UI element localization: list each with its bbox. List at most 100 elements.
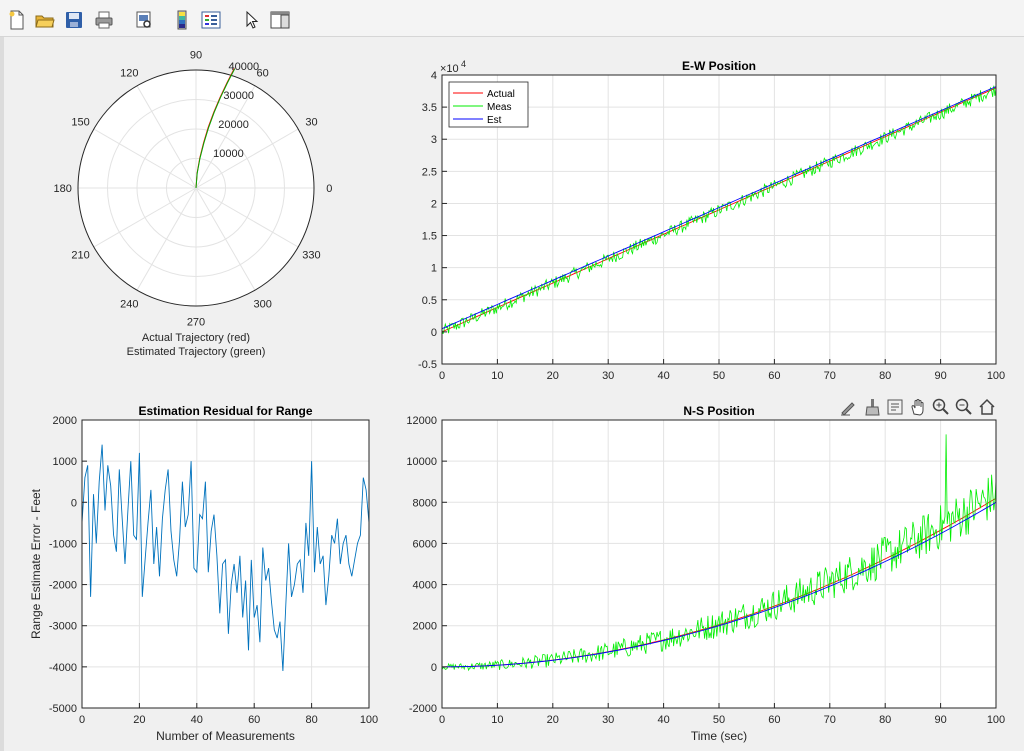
y-tick-label: 0 bbox=[431, 662, 437, 674]
x-tick-label: 40 bbox=[657, 370, 669, 382]
y-tick-label: 8000 bbox=[413, 497, 437, 509]
x-tick-label: 80 bbox=[305, 714, 317, 726]
x-tick-label: 90 bbox=[934, 370, 946, 382]
y-tick-label: 4 bbox=[431, 70, 437, 82]
x-tick-label: 40 bbox=[657, 714, 669, 726]
y-tick-label: -2000 bbox=[49, 580, 77, 592]
x-tick-label: 90 bbox=[934, 714, 946, 726]
zoom-in-icon[interactable] bbox=[930, 396, 951, 417]
y-tick-label: 0 bbox=[71, 497, 77, 509]
pointer-icon[interactable] bbox=[241, 9, 263, 31]
y-tick-label: 0.5 bbox=[422, 295, 437, 307]
legend-icon[interactable] bbox=[200, 9, 222, 31]
y-tick-label: 2 bbox=[431, 198, 437, 210]
y-tick-label: 1.5 bbox=[422, 231, 437, 243]
y-tick-label: -2000 bbox=[409, 703, 437, 715]
legend-label: Actual bbox=[487, 89, 515, 100]
polar-caption-line: Estimated Trajectory (green) bbox=[127, 346, 266, 358]
range-residual-axes[interactable]: 0 20 40 60 80 100 -5000 -4000 -3000 -2000 -1000 0 10… bbox=[29, 404, 378, 743]
save-icon[interactable] bbox=[63, 9, 85, 31]
x-tick-label: 50 bbox=[713, 370, 725, 382]
new-figure-icon[interactable] bbox=[6, 9, 28, 31]
y-tick-label: -0.5 bbox=[418, 359, 437, 371]
y-tick-label: -1000 bbox=[49, 538, 77, 550]
y-tick-label: 6000 bbox=[413, 538, 437, 550]
x-tick-label: 70 bbox=[824, 370, 836, 382]
x-tick-label: 60 bbox=[248, 714, 260, 726]
polar-radius-label: 20000 bbox=[218, 119, 249, 131]
polar-radius-label: 40000 bbox=[228, 61, 259, 73]
polar-plot[interactable]: 0 30 60 90 120 150 180 210 240 270 300 330 10000 2000… bbox=[53, 50, 332, 358]
edit-plot-icon[interactable] bbox=[838, 396, 859, 417]
axes-title: Estimation Residual for Range bbox=[138, 404, 312, 418]
polar-angle-label: 180 bbox=[53, 183, 71, 195]
brush-icon[interactable] bbox=[861, 396, 882, 417]
polar-angle-label: 300 bbox=[253, 298, 271, 310]
y-tick-label: -3000 bbox=[49, 621, 77, 633]
polar-spoke bbox=[136, 85, 197, 189]
x-tick-label: 30 bbox=[602, 370, 614, 382]
polar-spoke bbox=[136, 187, 197, 291]
x-tick-label: 20 bbox=[547, 714, 559, 726]
x-tick-label: 0 bbox=[79, 714, 85, 726]
property-inspector-icon[interactable] bbox=[269, 9, 291, 31]
data-tips-icon[interactable] bbox=[884, 396, 905, 417]
polar-angle-label: 210 bbox=[71, 250, 89, 262]
polar-angle-label: 120 bbox=[120, 68, 138, 80]
series-line-meas bbox=[441, 434, 997, 672]
ns-position-axes[interactable]: 0 10 20 30 40 50 60 70 80 90 100-20000200040006000… bbox=[406, 404, 1005, 743]
y-tick-label: -4000 bbox=[49, 662, 77, 674]
y-tick-label: -5000 bbox=[49, 703, 77, 715]
y-tick-label: 3 bbox=[431, 134, 437, 146]
pan-icon[interactable] bbox=[907, 396, 928, 417]
polar-spoke bbox=[93, 128, 197, 189]
x-tick-label: 20 bbox=[547, 370, 559, 382]
x-tick-label: 70 bbox=[824, 714, 836, 726]
x-tick-label: 100 bbox=[360, 714, 378, 726]
x-axis-label: Number of Measurements bbox=[156, 729, 295, 743]
print-preview-icon[interactable] bbox=[133, 9, 155, 31]
x-tick-label: 60 bbox=[768, 370, 780, 382]
polar-angle-label: 30 bbox=[305, 116, 317, 128]
polar-angle-label: 330 bbox=[302, 250, 320, 262]
y-tick-label: 2000 bbox=[413, 621, 437, 633]
polar-angle-label: 150 bbox=[71, 116, 89, 128]
x-tick-label: 50 bbox=[713, 714, 725, 726]
figure-toolbar bbox=[0, 0, 1024, 37]
x-tick-label: 10 bbox=[491, 370, 503, 382]
x-tick-label: 20 bbox=[133, 714, 145, 726]
polar-angle-label: 90 bbox=[190, 50, 202, 62]
y-tick-label: 1000 bbox=[53, 456, 77, 468]
x-tick-label: 60 bbox=[768, 714, 780, 726]
y-exponent-value: 4 bbox=[461, 59, 466, 69]
y-tick-label: 10000 bbox=[406, 456, 437, 468]
polar-angle-label: 270 bbox=[187, 316, 205, 328]
print-icon[interactable] bbox=[93, 9, 115, 31]
polar-angle-label: 0 bbox=[326, 183, 332, 195]
series-line-est bbox=[441, 501, 997, 668]
figure-canvas: 0306090120150180210240270300330100002000… bbox=[29, 50, 1005, 743]
polar-outer-ring bbox=[77, 69, 315, 307]
y-tick-label: 0 bbox=[431, 327, 437, 339]
polar-spoke bbox=[93, 187, 197, 248]
ew-position-axes[interactable]: 0 10 20 30 40 50 60 70 80 90 100-0.500.511.522.533… bbox=[418, 59, 1005, 382]
open-file-icon[interactable] bbox=[34, 9, 56, 31]
home-icon[interactable] bbox=[976, 396, 997, 417]
series-line-residual bbox=[81, 444, 370, 672]
y-tick-label: 1 bbox=[431, 263, 437, 275]
legend-label: Meas bbox=[487, 102, 511, 113]
x-tick-label: 30 bbox=[602, 714, 614, 726]
colorbar-icon[interactable] bbox=[171, 9, 193, 31]
legend-label: Est bbox=[487, 115, 502, 126]
polar-caption-line: Actual Trajectory (red) bbox=[142, 332, 250, 344]
x-tick-label: 100 bbox=[987, 370, 1005, 382]
y-tick-label: 4000 bbox=[413, 580, 437, 592]
x-tick-label: 80 bbox=[879, 714, 891, 726]
axes-frame bbox=[81, 419, 370, 709]
polar-angle-label: 240 bbox=[120, 298, 138, 310]
axes-toolbar bbox=[838, 396, 997, 418]
polar-spoke bbox=[195, 187, 256, 291]
x-axis-label: Time (sec) bbox=[691, 729, 747, 743]
window-left-edge bbox=[0, 37, 4, 751]
zoom-out-icon[interactable] bbox=[953, 396, 974, 417]
